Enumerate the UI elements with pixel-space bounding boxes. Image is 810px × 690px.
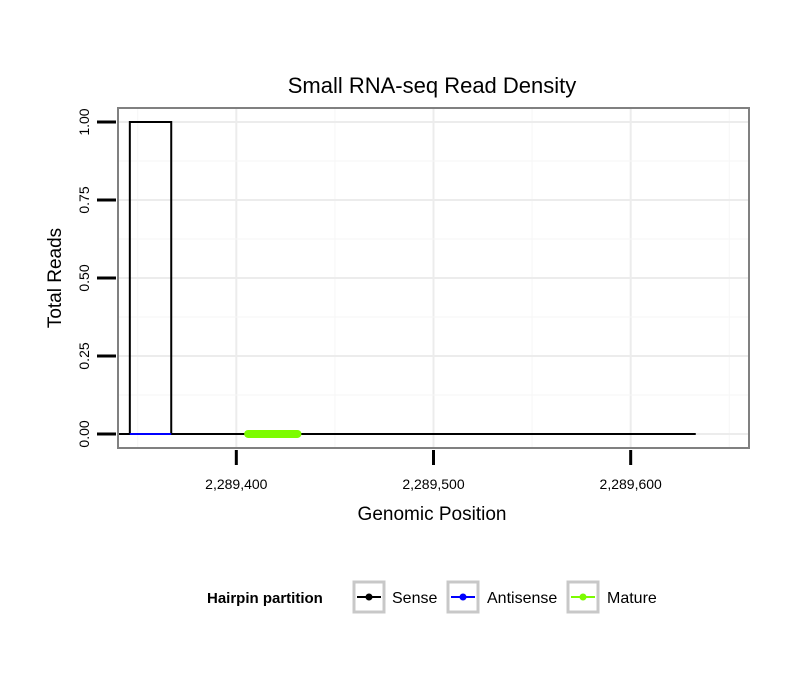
y-axis-title: Total Reads — [45, 228, 66, 328]
legend-label-mature: Mature — [607, 590, 657, 607]
x-tick-label: 2,289,400 — [205, 476, 267, 492]
x-tick-label: 2,289,500 — [402, 476, 464, 492]
x-tick-label: 2,289,600 — [600, 476, 662, 492]
legend-dot-mature — [579, 593, 587, 601]
y-tick-label: 0.00 — [76, 420, 92, 447]
plot-panel — [117, 107, 750, 449]
legend-item-antisense: Antisense — [446, 580, 557, 614]
legend-label-sense: Sense — [392, 590, 437, 607]
chart-title: Small RNA-seq Read Density — [288, 73, 577, 98]
legend-item-mature: Mature — [566, 580, 657, 614]
y-tick-label: 0.50 — [76, 264, 92, 291]
legend-title: Hairpin partition — [207, 590, 323, 607]
x-axis: 2,289,400 2,289,500 2,289,600 — [205, 450, 662, 492]
legend-dot-antisense — [459, 593, 467, 601]
legend-dot-sense — [365, 593, 373, 601]
y-tick-label: 1.00 — [76, 108, 92, 135]
y-axis: 0.00 0.25 0.50 0.75 1.00 — [76, 108, 116, 448]
y-tick-label: 0.25 — [76, 342, 92, 369]
legend-label-antisense: Antisense — [487, 590, 557, 607]
legend: Hairpin partition Sense Antisense Mature — [207, 580, 657, 614]
x-axis-title: Genomic Position — [358, 504, 507, 525]
series-lines — [118, 121, 696, 438]
plot-border — [117, 107, 750, 449]
legend-item-sense: Sense — [352, 580, 437, 614]
y-tick-label: 0.75 — [76, 186, 92, 213]
